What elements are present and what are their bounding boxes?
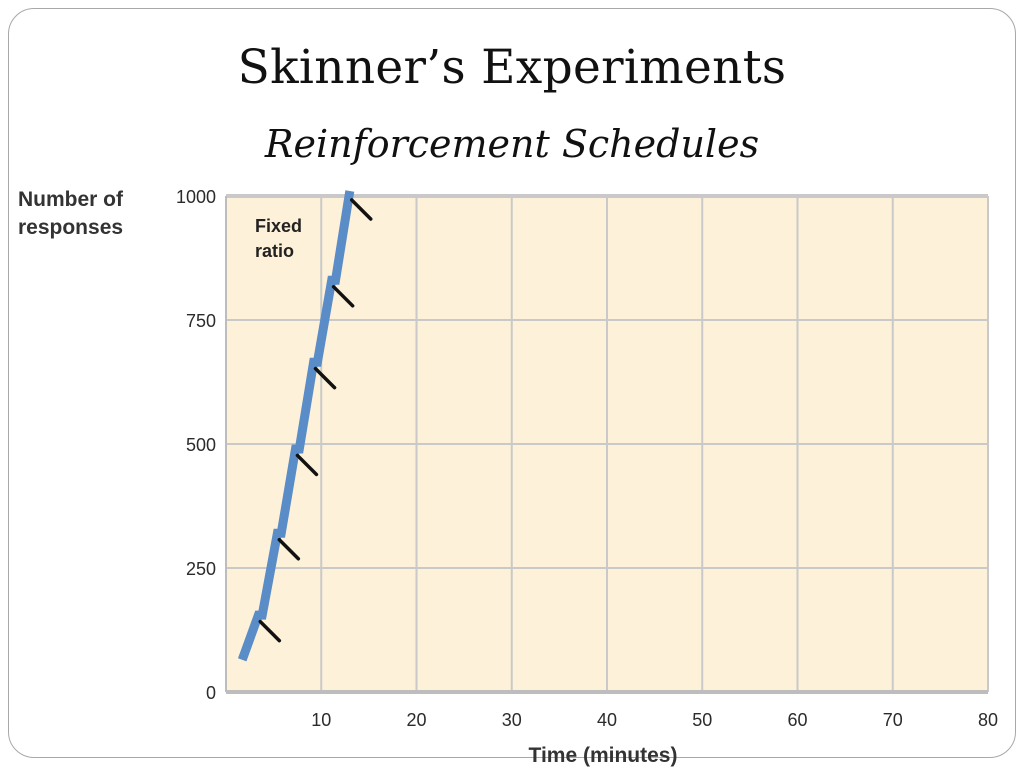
slide-title: Skinner’s Experiments [237, 40, 787, 95]
x-tick-label: 40 [597, 710, 617, 730]
x-tick-label: 80 [978, 710, 998, 730]
series-line [237, 190, 355, 662]
x-tick-label: 30 [502, 710, 522, 730]
y-tick-label: 750 [186, 311, 216, 331]
x-tick-label: 10 [311, 710, 331, 730]
y-tick-label: 1000 [176, 187, 216, 207]
reinforcement-mark [331, 285, 355, 308]
reinforcement-mark [258, 619, 282, 643]
reinforcement-mark [313, 366, 337, 390]
reinforcement-mark [349, 198, 373, 221]
x-tick-label: 20 [406, 710, 426, 730]
y-tick-label: 500 [186, 435, 216, 455]
reinforcement-mark [277, 538, 301, 561]
reinforcement-mark [295, 453, 319, 477]
series-annotation: ratio [255, 241, 294, 261]
x-tick-label: 50 [692, 710, 712, 730]
slide-subtitle: Reinforcement Schedules [264, 122, 760, 166]
x-tick-label: 60 [787, 710, 807, 730]
series-annotation: Fixed [255, 216, 302, 236]
y-axis-title: responses [18, 216, 123, 239]
x-axis-title: Time (minutes) [529, 744, 678, 767]
y-tick-label: 0 [206, 683, 216, 703]
y-tick-label: 250 [186, 559, 216, 579]
y-axis-title: Number of [18, 188, 124, 211]
x-tick-label: 70 [883, 710, 903, 730]
